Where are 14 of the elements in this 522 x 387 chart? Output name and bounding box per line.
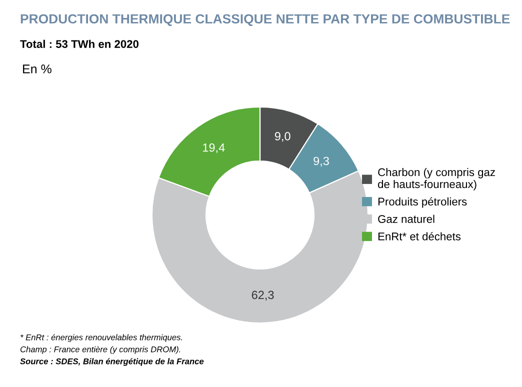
data-label: 9,0 bbox=[274, 132, 290, 142]
source-note: Source : SDES, Bilan énergétique de la France bbox=[20, 358, 204, 366]
legend-label: Produits pétroliers bbox=[378, 197, 467, 208]
chart-subtitle: Total : 53 TWh en 2020 bbox=[20, 40, 139, 48]
text: En % bbox=[23, 64, 52, 74]
legend-label: Gaz naturel bbox=[378, 214, 434, 223]
data-label: 62,3 bbox=[252, 290, 274, 301]
legend-label: EnRt* et déchets bbox=[378, 232, 461, 240]
data-label: 19,4 bbox=[203, 143, 225, 154]
text: Champ : France entière (y compris DROM). bbox=[20, 346, 180, 354]
data-label: 9,3 bbox=[314, 156, 329, 167]
text: * EnRt : énergies renouvelables thermiques. bbox=[20, 334, 182, 342]
legend-label: Charbon (y compris gaz de hauts-fourneaux) bbox=[378, 168, 495, 190]
chart-title: PRODUCTION THERMIQUE CLASSIQUE NETTE PAR TYPE DE COMBUSTIBLE bbox=[20, 14, 510, 26]
